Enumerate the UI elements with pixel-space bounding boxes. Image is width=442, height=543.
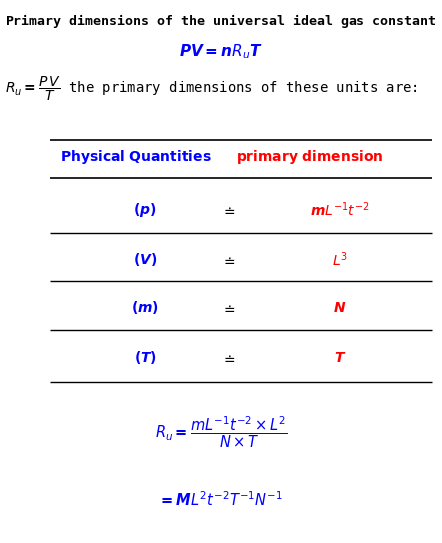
Text: $\boldsymbol{PV = nR_uT}$: $\boldsymbol{PV = nR_uT}$: [179, 42, 263, 61]
Text: $\boldsymbol{R_u = \dfrac{P\,V}{T}}$ the primary dimensions of these units are:: $\boldsymbol{R_u = \dfrac{P\,V}{T}}$ the…: [5, 75, 418, 103]
Text: $\boldsymbol{R_u = \dfrac{mL^{-1}t^{-2} \times L^2}{N \times T}}$: $\boldsymbol{R_u = \dfrac{mL^{-1}t^{-2} …: [155, 415, 287, 450]
Text: $\boldsymbol{N}$: $\boldsymbol{N}$: [333, 301, 347, 315]
Text: $\doteq$: $\doteq$: [221, 203, 236, 217]
Text: Primary dimensions of the universal ideal gas constant $\mathtt{R_u}$:: Primary dimensions of the universal idea…: [5, 12, 442, 30]
Text: $\bf{Physical\ Quantities}$: $\bf{Physical\ Quantities}$: [60, 148, 212, 166]
Text: $\boldsymbol{(T)}$: $\boldsymbol{(T)}$: [133, 350, 156, 367]
Text: $\boldsymbol{(m)}$: $\boldsymbol{(m)}$: [131, 300, 159, 317]
Text: $\boldsymbol{(V)}$: $\boldsymbol{(V)}$: [133, 251, 157, 268]
Text: $\boldsymbol{T}$: $\boldsymbol{T}$: [334, 351, 346, 365]
Text: $\doteq$: $\doteq$: [221, 351, 236, 365]
Text: $\doteq$: $\doteq$: [221, 301, 236, 315]
Text: $\doteq$: $\doteq$: [221, 253, 236, 267]
Text: $\boldsymbol{(p)}$: $\boldsymbol{(p)}$: [133, 201, 157, 219]
Text: $\boldsymbol{mL^{-1}t^{-2}}$: $\boldsymbol{mL^{-1}t^{-2}}$: [310, 201, 370, 219]
Text: $\bf{primary\ dimension}$: $\bf{primary\ dimension}$: [236, 148, 384, 166]
Text: $\boldsymbol{L^{3}}$: $\boldsymbol{L^{3}}$: [332, 251, 348, 269]
Text: $\boldsymbol{= ML^{2}t^{-2}T^{-1}N^{-1}}$: $\boldsymbol{= ML^{2}t^{-2}T^{-1}N^{-1}}…: [159, 490, 283, 509]
